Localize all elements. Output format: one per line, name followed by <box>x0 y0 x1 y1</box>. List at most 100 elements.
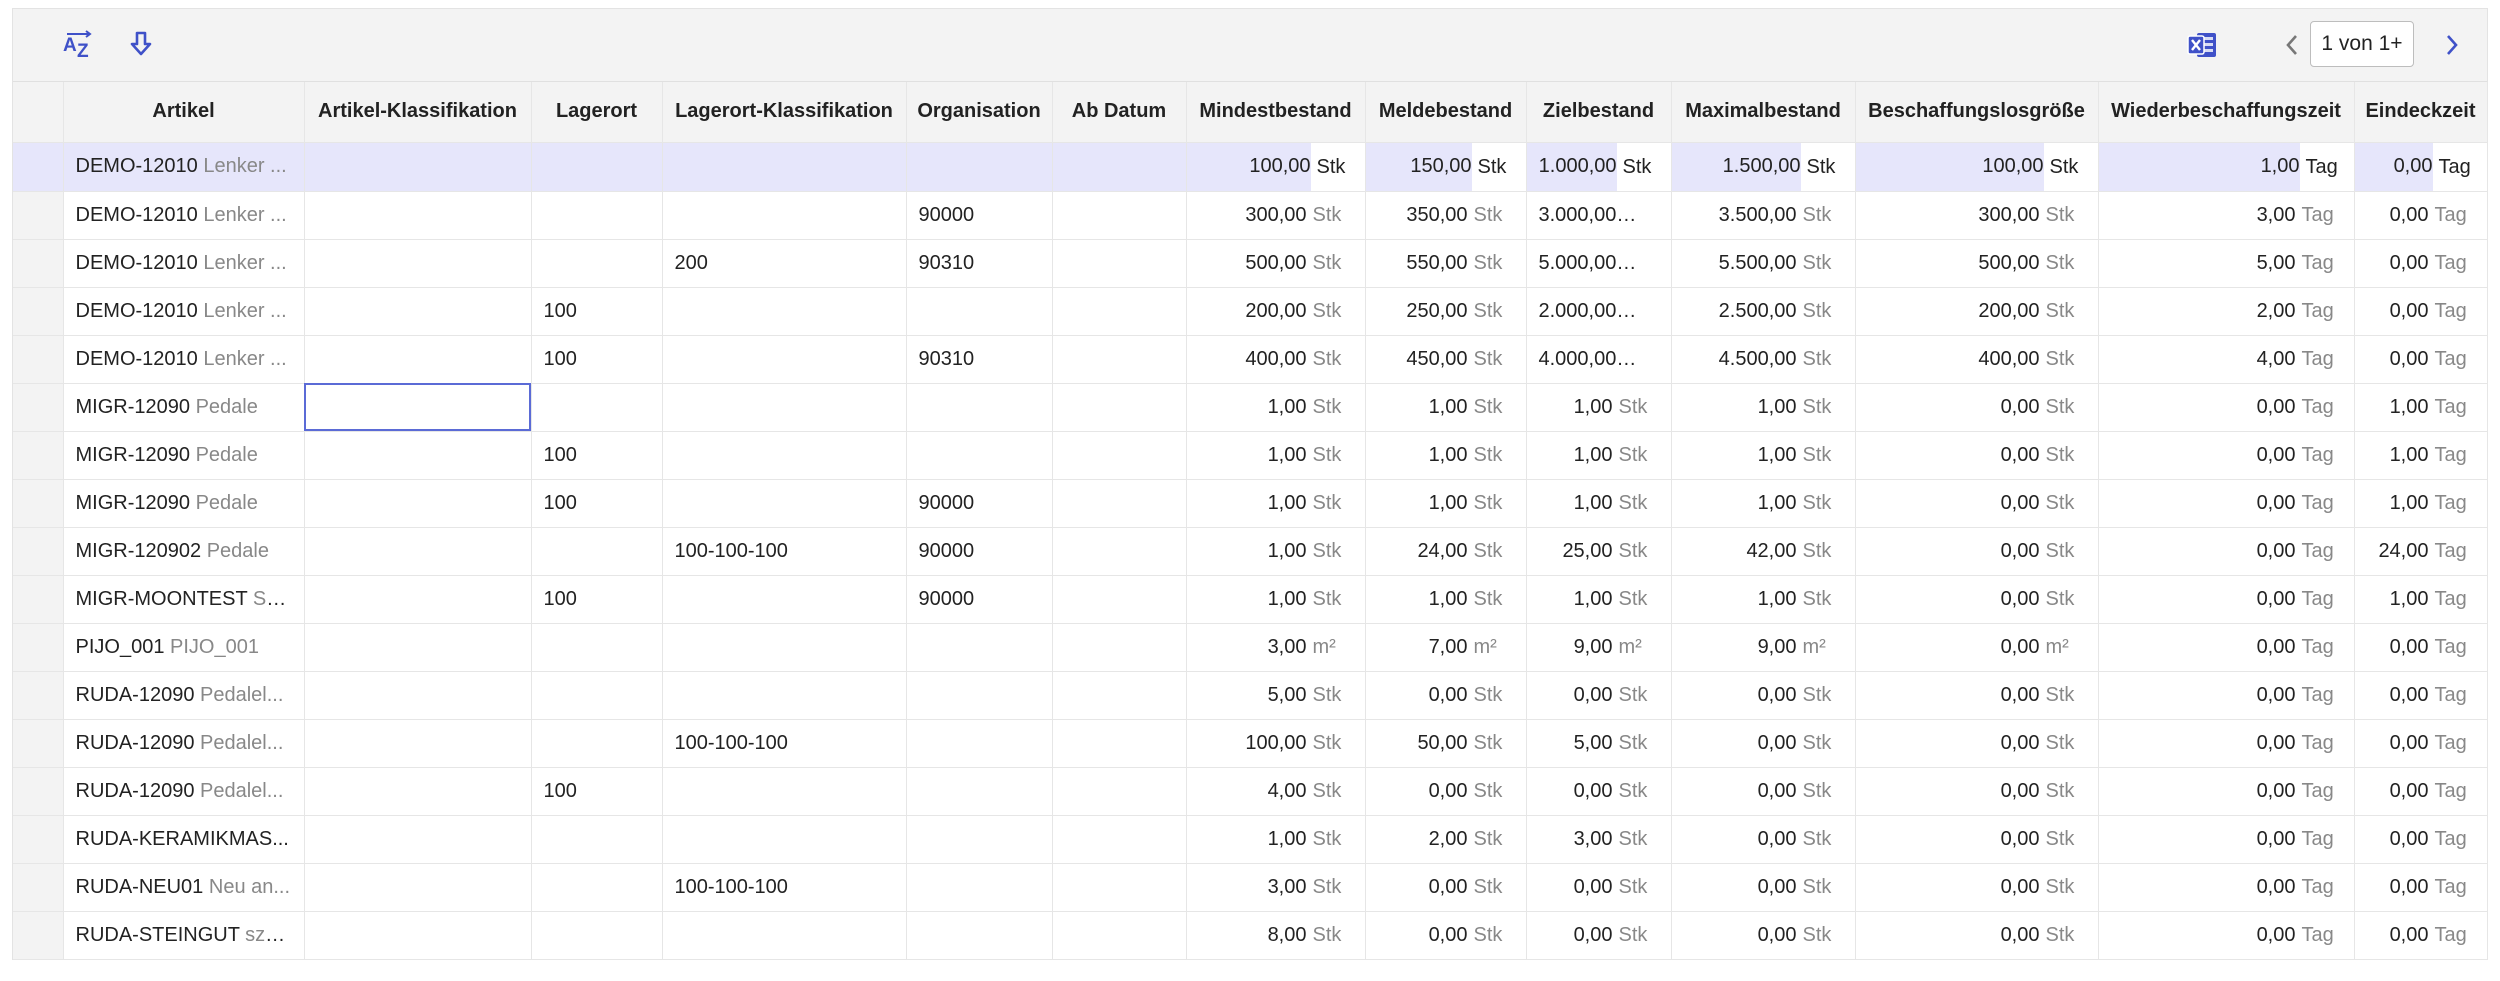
row-selector[interactable] <box>13 142 64 192</box>
cell-lagerort[interactable] <box>531 719 663 768</box>
table-row[interactable]: RUDA-STEINGUT szp... 8,00 Stk 0,00 Stk 0,00 St… <box>13 911 2488 960</box>
cell-maximalbestand[interactable]: 9,00 m² <box>1671 623 1856 672</box>
cell-wiederbeschaffungszeit[interactable]: 3,00 Tag <box>2098 191 2355 240</box>
column-header-lagerort[interactable]: Lagerort <box>531 82 663 143</box>
cell-artikel-klassifikation[interactable] <box>304 479 532 528</box>
cell-meldebestand[interactable]: 50,00 Stk <box>1365 719 1527 768</box>
table-row[interactable]: RUDA-12090 Pedalel... 100 4,00 Stk 0,00 Stk 0,… <box>13 767 2488 816</box>
row-selector[interactable] <box>13 431 64 480</box>
cell-meldebestand[interactable]: 150,00 Stk <box>1365 142 1527 192</box>
column-header-select[interactable] <box>13 82 64 143</box>
cell-lagerort[interactable] <box>531 863 663 912</box>
cell-zielbestand[interactable]: 2.000,00 Stk <box>1526 287 1672 336</box>
cell-mindestbestand[interactable]: 300,00 Stk <box>1186 191 1366 240</box>
cell-organisation[interactable] <box>906 863 1053 912</box>
cell-lagerort[interactable] <box>531 527 663 576</box>
cell-lagerort-klassifikation[interactable] <box>662 431 907 480</box>
table-row[interactable]: RUDA-12090 Pedalel... 100-100-100 100,00 St… <box>13 719 2488 768</box>
cell-ab-datum[interactable] <box>1052 479 1187 528</box>
cell-beschaffungslosgroesse[interactable]: 400,00 Stk <box>1855 335 2099 384</box>
cell-lagerort-klassifikation[interactable] <box>662 335 907 384</box>
cell-wiederbeschaffungszeit[interactable]: 0,00 Tag <box>2098 575 2355 624</box>
cell-zielbestand[interactable]: 1,00 Stk <box>1526 431 1672 480</box>
cell-beschaffungslosgroesse[interactable]: 0,00 Stk <box>1855 719 2099 768</box>
column-header-maximalbestand[interactable]: Maximalbestand <box>1671 82 1856 143</box>
cell-lagerort-klassifikation[interactable] <box>662 142 907 192</box>
cell-mindestbestand[interactable]: 200,00 Stk <box>1186 287 1366 336</box>
cell-wiederbeschaffungszeit[interactable]: 0,00 Tag <box>2098 431 2355 480</box>
cell-lagerort-klassifikation[interactable] <box>662 671 907 720</box>
cell-lagerort[interactable]: 100 <box>531 479 663 528</box>
cell-artikel[interactable]: RUDA-STEINGUT szp... <box>63 911 305 960</box>
cell-ab-datum[interactable] <box>1052 719 1187 768</box>
cell-eindeckzeit[interactable]: 1,00 Tag <box>2354 383 2488 432</box>
column-header-artikel-klassifikation[interactable]: Artikel-Klassifikation <box>304 82 532 143</box>
cell-meldebestand[interactable]: 450,00 Stk <box>1365 335 1527 384</box>
chevron-left-icon[interactable] <box>2272 27 2312 63</box>
cell-eindeckzeit[interactable]: 0,00 Tag <box>2354 191 2488 240</box>
row-selector[interactable] <box>13 911 64 960</box>
column-header-ab-datum[interactable]: Ab Datum <box>1052 82 1187 143</box>
row-selector[interactable] <box>13 239 64 288</box>
cell-beschaffungslosgroesse[interactable]: 100,00 Stk <box>1855 142 2099 192</box>
cell-meldebestand[interactable]: 550,00 Stk <box>1365 239 1527 288</box>
cell-eindeckzeit[interactable]: 0,00 Tag <box>2354 335 2488 384</box>
cell-eindeckzeit[interactable]: 0,00 Tag <box>2354 671 2488 720</box>
cell-artikel[interactable]: RUDA-KERAMIKMAS... <box>63 815 305 864</box>
cell-ab-datum[interactable] <box>1052 287 1187 336</box>
cell-meldebestand[interactable]: 1,00 Stk <box>1365 431 1527 480</box>
cell-wiederbeschaffungszeit[interactable]: 4,00 Tag <box>2098 335 2355 384</box>
cell-ab-datum[interactable] <box>1052 623 1187 672</box>
table-row[interactable]: DEMO-12010 Lenker ... 200 90310 500,00 Stk 55… <box>13 239 2488 288</box>
cell-ab-datum[interactable] <box>1052 767 1187 816</box>
cell-maximalbestand[interactable]: 3.500,00 Stk <box>1671 191 1856 240</box>
cell-beschaffungslosgroesse[interactable]: 0,00 Stk <box>1855 671 2099 720</box>
cell-meldebestand[interactable]: 1,00 Stk <box>1365 479 1527 528</box>
column-header-mindestbestand[interactable]: Mindestbestand <box>1186 82 1366 143</box>
row-selector[interactable] <box>13 479 64 528</box>
cell-ab-datum[interactable] <box>1052 239 1187 288</box>
cell-ab-datum[interactable] <box>1052 191 1187 240</box>
cell-maximalbestand[interactable]: 0,00 Stk <box>1671 863 1856 912</box>
cell-ab-datum[interactable] <box>1052 575 1187 624</box>
row-selector[interactable] <box>13 575 64 624</box>
cell-artikel-klassifikation[interactable] <box>304 623 532 672</box>
cell-lagerort-klassifikation[interactable]: 100-100-100 <box>662 527 907 576</box>
cell-beschaffungslosgroesse[interactable]: 0,00 Stk <box>1855 911 2099 960</box>
cell-meldebestand[interactable]: 350,00 Stk <box>1365 191 1527 240</box>
cell-lagerort-klassifikation[interactable] <box>662 383 907 432</box>
cell-artikel[interactable]: MIGR-12090 Pedale <box>63 383 305 432</box>
excel-export-icon[interactable] <box>2182 27 2222 63</box>
cell-lagerort[interactable]: 100 <box>531 767 663 816</box>
cell-beschaffungslosgroesse[interactable]: 0,00 Stk <box>1855 815 2099 864</box>
cell-lagerort[interactable] <box>531 383 663 432</box>
cell-ab-datum[interactable] <box>1052 815 1187 864</box>
cell-beschaffungslosgroesse[interactable]: 0,00 m² <box>1855 623 2099 672</box>
cell-eindeckzeit[interactable]: 0,00 Tag <box>2354 142 2488 192</box>
cell-eindeckzeit[interactable]: 0,00 Tag <box>2354 767 2488 816</box>
cell-ab-datum[interactable] <box>1052 671 1187 720</box>
cell-zielbestand[interactable]: 0,00 Stk <box>1526 911 1672 960</box>
column-header-artikel[interactable]: Artikel <box>63 82 305 143</box>
cell-lagerort[interactable]: 100 <box>531 335 663 384</box>
cell-artikel[interactable]: MIGR-12090 Pedale <box>63 431 305 480</box>
cell-eindeckzeit[interactable]: 1,00 Tag <box>2354 479 2488 528</box>
cell-organisation[interactable] <box>906 287 1053 336</box>
table-row[interactable]: MIGR-12090 Pedale 100 1,00 Stk 1,00 Stk 1,00 St… <box>13 431 2488 480</box>
cell-zielbestand[interactable]: 25,00 Stk <box>1526 527 1672 576</box>
cell-artikel-klassifikation[interactable] <box>304 815 532 864</box>
cell-mindestbestand[interactable]: 1,00 Stk <box>1186 431 1366 480</box>
cell-maximalbestand[interactable]: 0,00 Stk <box>1671 671 1856 720</box>
cell-organisation[interactable]: 90310 <box>906 335 1053 384</box>
column-header-eindeckzeit[interactable]: Eindeckzeit <box>2354 82 2488 143</box>
cell-organisation[interactable] <box>906 142 1053 192</box>
cell-maximalbestand[interactable]: 0,00 Stk <box>1671 911 1856 960</box>
cell-wiederbeschaffungszeit[interactable]: 0,00 Tag <box>2098 527 2355 576</box>
table-row[interactable]: RUDA-KERAMIKMAS... 1,00 Stk 2,00 Stk 3,00 Stk… <box>13 815 2488 864</box>
cell-wiederbeschaffungszeit[interactable]: 5,00 Tag <box>2098 239 2355 288</box>
cell-maximalbestand[interactable]: 5.500,00 Stk <box>1671 239 1856 288</box>
cell-eindeckzeit[interactable]: 1,00 Tag <box>2354 575 2488 624</box>
cell-maximalbestand[interactable]: 1.500,00 Stk <box>1671 142 1856 192</box>
cell-organisation[interactable]: 90310 <box>906 239 1053 288</box>
cell-lagerort[interactable]: 100 <box>531 287 663 336</box>
